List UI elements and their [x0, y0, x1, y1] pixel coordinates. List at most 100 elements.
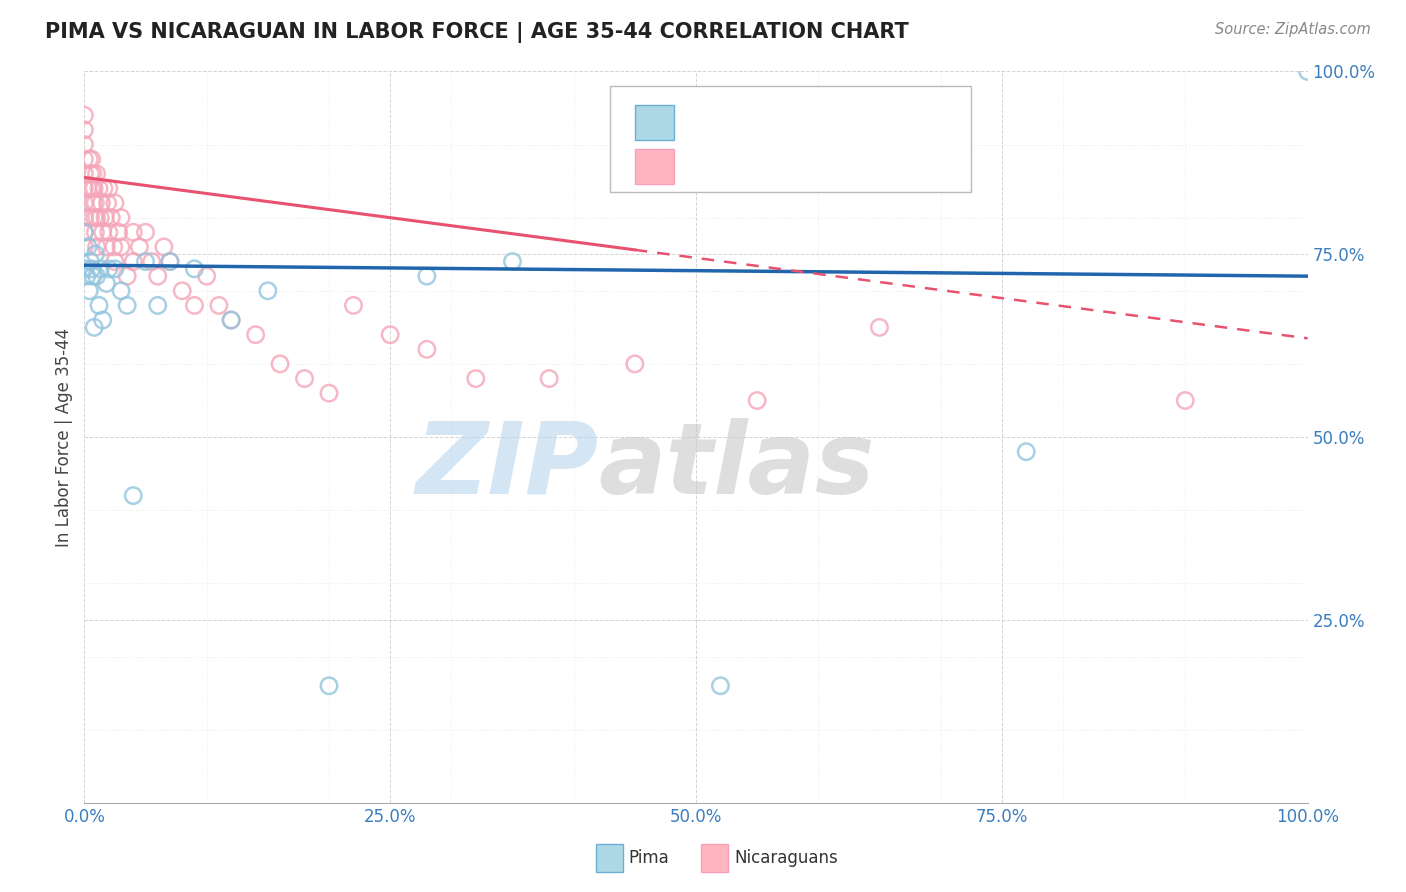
- Point: [103, 240, 125, 254]
- Point: [294, 371, 316, 385]
- Point: [73, 152, 96, 166]
- Point: [146, 269, 169, 284]
- Point: [83, 181, 105, 195]
- Point: [89, 261, 111, 276]
- Point: [195, 269, 218, 284]
- Point: [97, 196, 120, 211]
- Point: [172, 284, 194, 298]
- Point: [110, 211, 132, 225]
- Point: [93, 181, 115, 195]
- Text: Source: ZipAtlas.com: Source: ZipAtlas.com: [1215, 22, 1371, 37]
- Point: [135, 254, 157, 268]
- Point: [141, 254, 163, 268]
- Point: [94, 211, 117, 225]
- Point: [624, 357, 647, 371]
- Point: [502, 254, 524, 268]
- Point: [380, 327, 402, 342]
- Point: [84, 247, 107, 261]
- Point: [97, 261, 120, 276]
- Text: Pima: Pima: [628, 848, 669, 867]
- Point: [77, 181, 100, 195]
- Point: [73, 225, 96, 239]
- Point: [86, 211, 108, 225]
- Point: [1015, 444, 1038, 458]
- Point: [110, 284, 132, 298]
- Point: [146, 298, 169, 312]
- Point: [183, 298, 205, 312]
- Point: [89, 211, 111, 225]
- Point: [86, 269, 108, 284]
- Point: [73, 137, 96, 152]
- Point: [159, 254, 181, 268]
- Point: [90, 196, 112, 211]
- Point: [91, 225, 114, 239]
- Point: [153, 240, 176, 254]
- Point: [84, 196, 107, 211]
- Point: [269, 357, 291, 371]
- Point: [747, 393, 769, 408]
- Point: [76, 269, 98, 284]
- Point: [183, 261, 205, 276]
- Point: [159, 254, 181, 268]
- Point: [73, 261, 96, 276]
- Y-axis label: In Labor Force | Age 35-44: In Labor Force | Age 35-44: [55, 327, 73, 547]
- Point: [318, 679, 340, 693]
- Point: [104, 254, 127, 268]
- Point: [77, 284, 100, 298]
- Point: [86, 240, 108, 254]
- Point: [257, 284, 280, 298]
- FancyBboxPatch shape: [610, 86, 972, 192]
- Point: [97, 181, 120, 195]
- Point: [73, 211, 96, 225]
- Point: [73, 123, 96, 137]
- Point: [1174, 393, 1197, 408]
- Point: [1296, 64, 1319, 78]
- Point: [82, 269, 104, 284]
- Point: [84, 225, 107, 239]
- Point: [86, 167, 108, 181]
- Point: [73, 240, 96, 254]
- Point: [80, 261, 103, 276]
- Point: [73, 108, 96, 122]
- Point: [96, 240, 118, 254]
- Point: [709, 679, 731, 693]
- FancyBboxPatch shape: [596, 844, 623, 871]
- Point: [104, 196, 127, 211]
- FancyBboxPatch shape: [636, 149, 673, 184]
- Text: R =  -0.177   N = 69: R = -0.177 N = 69: [696, 158, 879, 176]
- Text: Nicaraguans: Nicaraguans: [734, 848, 838, 867]
- Point: [342, 298, 364, 312]
- Point: [464, 371, 486, 385]
- Point: [122, 254, 145, 268]
- Point: [122, 489, 145, 503]
- Point: [91, 313, 114, 327]
- Text: atlas: atlas: [598, 417, 875, 515]
- Point: [100, 211, 122, 225]
- Point: [73, 225, 96, 239]
- Point: [135, 225, 157, 239]
- Point: [128, 240, 150, 254]
- Point: [82, 167, 104, 181]
- Point: [115, 269, 138, 284]
- Point: [219, 313, 242, 327]
- Point: [110, 240, 132, 254]
- Point: [79, 167, 101, 181]
- Text: ZIP: ZIP: [415, 417, 598, 515]
- Point: [87, 181, 110, 195]
- Point: [73, 181, 96, 195]
- FancyBboxPatch shape: [636, 105, 673, 140]
- Point: [219, 313, 242, 327]
- Point: [416, 269, 439, 284]
- Point: [79, 254, 101, 268]
- Point: [77, 240, 100, 254]
- Point: [82, 196, 104, 211]
- Text: PIMA VS NICARAGUAN IN LABOR FORCE | AGE 35-44 CORRELATION CHART: PIMA VS NICARAGUAN IN LABOR FORCE | AGE …: [45, 22, 908, 44]
- Point: [83, 211, 105, 225]
- Point: [80, 152, 103, 166]
- Point: [73, 167, 96, 181]
- Point: [73, 196, 96, 211]
- Point: [96, 277, 118, 291]
- Point: [538, 371, 561, 385]
- Point: [87, 298, 110, 312]
- Point: [97, 225, 120, 239]
